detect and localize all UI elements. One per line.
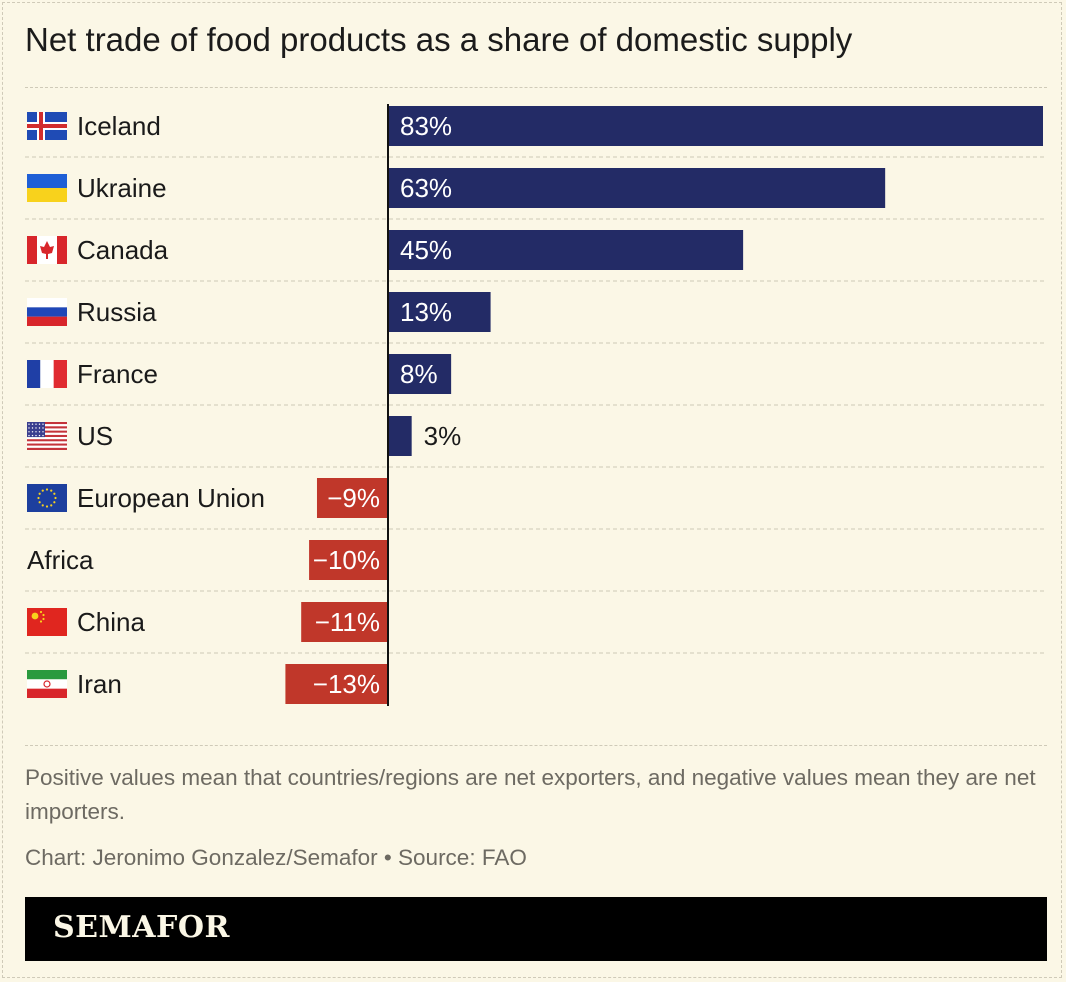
category-label: France	[77, 359, 158, 389]
value-label: −9%	[327, 483, 380, 513]
value-label: 45%	[400, 235, 452, 265]
bar-africa	[309, 540, 388, 580]
category-label: Africa	[27, 545, 94, 575]
bar-chart: Iceland 83% Ukraine 63% Canada 45% Russia 13% Fr…	[25, 104, 1047, 706]
bar-row-ukraine: Ukraine 63%	[25, 156, 1047, 208]
brand-logo: SEMAFOR	[53, 910, 230, 945]
value-label: 3%	[424, 421, 462, 451]
bar-row-russia: Russia 13%	[25, 280, 1047, 332]
value-label: −11%	[315, 607, 380, 637]
russia-flag-icon	[27, 298, 67, 326]
bar-china	[301, 602, 388, 642]
bar-row-iran: Iran −13%	[25, 652, 1047, 704]
us-flag-icon	[27, 422, 67, 450]
category-label: Russia	[77, 297, 157, 327]
bar-ukraine	[388, 168, 886, 208]
bar-european-union	[316, 478, 388, 518]
bar-row-iceland: Iceland 83%	[27, 106, 1043, 146]
bar-row-france: France 8%	[25, 342, 1047, 394]
bar-russia	[388, 292, 491, 332]
category-label: China	[77, 607, 145, 637]
france-flag-icon	[27, 360, 67, 388]
top-divider	[25, 87, 1047, 88]
bar-iceland	[388, 106, 1043, 146]
canada-flag-icon	[27, 236, 67, 264]
value-label: −10%	[313, 545, 380, 575]
bottom-divider	[25, 745, 1047, 746]
value-label: 83%	[400, 111, 452, 141]
bar-row-us: US 3%	[25, 404, 1047, 456]
footer-bar: SEMAFOR	[25, 897, 1047, 961]
ukraine-flag-icon	[27, 174, 67, 202]
chart-credit: Chart: Jeronimo Gonzalez/Semafor • Sourc…	[25, 845, 527, 870]
bar-row-africa: Africa −10%	[25, 528, 1047, 580]
china-flag-icon	[27, 608, 67, 636]
category-label: European Union	[77, 483, 265, 513]
value-label: 63%	[400, 173, 452, 203]
value-label: −13%	[313, 669, 380, 699]
iran-flag-icon	[27, 670, 67, 698]
bar-row-european-union: European Union −9%	[25, 466, 1047, 518]
category-label: Iceland	[77, 111, 161, 141]
chart-note: Positive values mean that countries/regi…	[25, 765, 1036, 824]
category-label: Ukraine	[77, 173, 167, 203]
value-label: 13%	[400, 297, 452, 327]
bar-canada	[388, 230, 744, 270]
bar-row-canada: Canada 45%	[25, 218, 1047, 270]
chart-title: Net trade of food products as a share of…	[25, 21, 853, 58]
iceland-flag-icon	[27, 112, 67, 140]
eu-flag-icon	[27, 484, 67, 512]
category-label: Iran	[77, 669, 122, 699]
bar-us	[388, 416, 412, 456]
category-label: Canada	[77, 235, 169, 265]
value-label: 8%	[400, 359, 438, 389]
bar-france	[388, 354, 452, 394]
category-label: US	[77, 421, 113, 451]
bar-row-china: China −11%	[25, 590, 1047, 642]
bar-iran	[285, 664, 388, 704]
